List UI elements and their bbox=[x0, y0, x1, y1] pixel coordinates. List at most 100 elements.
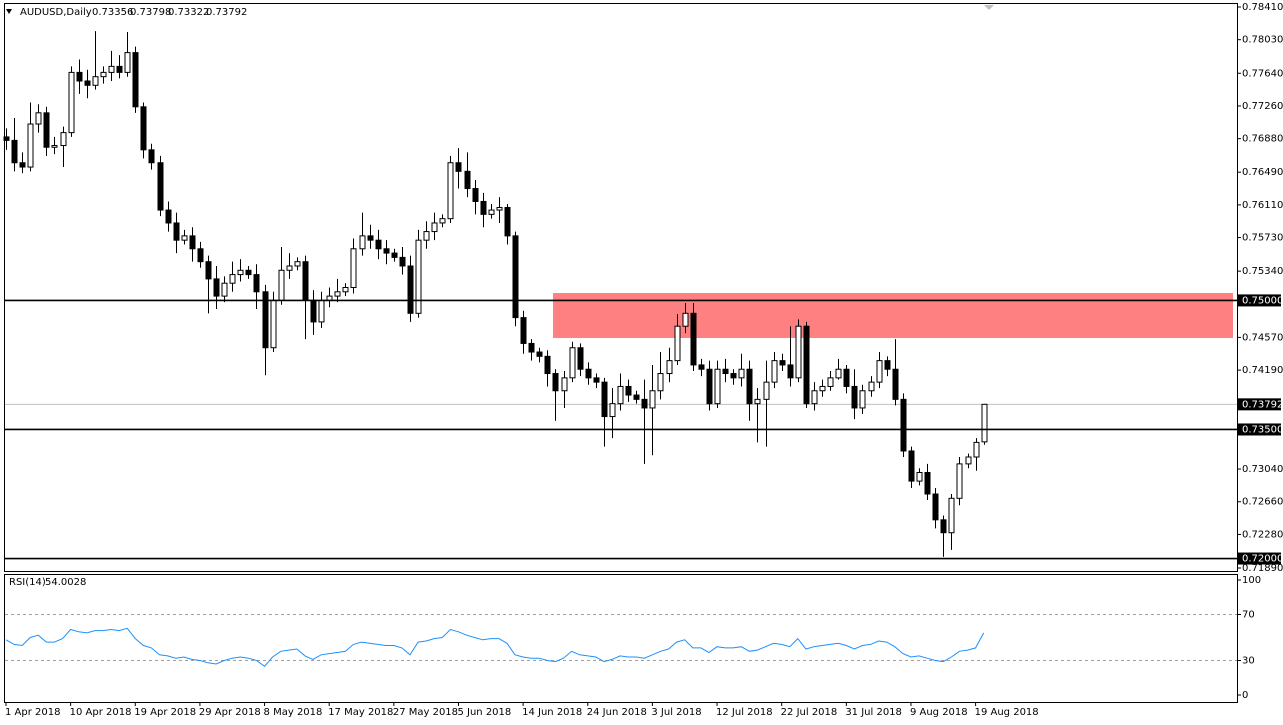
candle-body bbox=[286, 265, 293, 271]
y-tick-label: 0.76110 bbox=[1242, 200, 1283, 211]
candle-body bbox=[447, 162, 454, 220]
candle-body bbox=[835, 368, 842, 379]
candle-body bbox=[439, 218, 446, 224]
candle-body bbox=[714, 368, 721, 405]
candle-body bbox=[51, 145, 58, 148]
level-label-box bbox=[1238, 552, 1281, 565]
candle-body bbox=[787, 364, 794, 379]
x-tick-label: 19 Apr 2018 bbox=[134, 707, 196, 718]
candle-body bbox=[423, 231, 430, 241]
candle-body bbox=[342, 287, 349, 293]
candle-body bbox=[569, 347, 576, 379]
candle-body bbox=[375, 239, 382, 250]
candle-body bbox=[965, 456, 972, 465]
candle-body bbox=[124, 52, 131, 73]
candle-body bbox=[415, 239, 422, 314]
candle-body bbox=[132, 52, 139, 108]
open-value: 0.73356 bbox=[92, 7, 133, 18]
y-tick-label: 0.77640 bbox=[1242, 68, 1283, 79]
y-tick-label: 0.72280 bbox=[1242, 529, 1283, 540]
candle-body bbox=[278, 269, 285, 301]
candle-body bbox=[100, 71, 107, 78]
candle-body bbox=[674, 325, 681, 362]
candle-body bbox=[157, 162, 164, 211]
level-label-box bbox=[1238, 423, 1281, 436]
candle-body bbox=[237, 269, 244, 276]
x-tick-label: 1 Apr 2018 bbox=[5, 707, 60, 718]
main-frame bbox=[4, 3, 1238, 572]
candle-body bbox=[504, 206, 511, 237]
candle-body bbox=[940, 519, 947, 534]
candle-body bbox=[763, 381, 770, 400]
candle-body bbox=[60, 132, 67, 147]
y-tick-label: 0.78410 bbox=[1242, 2, 1283, 13]
candle-body bbox=[641, 398, 648, 409]
candle-body bbox=[754, 398, 761, 405]
high-value: 0.73798 bbox=[130, 7, 171, 18]
candle-body bbox=[795, 325, 802, 379]
candle-body bbox=[108, 65, 115, 73]
candle-body bbox=[666, 360, 673, 375]
candle-body bbox=[561, 377, 568, 392]
candle-body bbox=[811, 390, 818, 405]
candle-body bbox=[577, 347, 584, 370]
candle-body bbox=[189, 235, 196, 250]
candle-body bbox=[552, 373, 559, 392]
candle-body bbox=[932, 493, 939, 521]
x-tick-label: 12 Jul 2018 bbox=[716, 707, 773, 718]
candle-body bbox=[43, 112, 50, 148]
candle-body bbox=[221, 282, 228, 297]
level-label-box bbox=[1238, 294, 1281, 307]
candle-body bbox=[706, 368, 713, 405]
candle-body bbox=[181, 235, 188, 241]
candle-body bbox=[213, 278, 220, 297]
low-value: 0.73322 bbox=[168, 7, 209, 18]
y-tick-label: 0.72660 bbox=[1242, 497, 1283, 508]
candle-body bbox=[245, 269, 252, 276]
candle-body bbox=[407, 265, 414, 314]
y-tick-label: 0.77260 bbox=[1242, 101, 1283, 112]
x-tick-label: 24 Jun 2018 bbox=[587, 707, 647, 718]
candle-body bbox=[3, 136, 10, 141]
candle-body bbox=[649, 390, 656, 409]
rsi-tick-label: 0 bbox=[1242, 690, 1248, 701]
candle-body bbox=[859, 390, 866, 409]
candle-body bbox=[512, 235, 519, 319]
candle-body bbox=[27, 123, 34, 168]
candle-body bbox=[318, 299, 325, 323]
rsi-tick-label: 70 bbox=[1242, 610, 1255, 621]
candle-body bbox=[464, 170, 471, 190]
candle-body bbox=[843, 368, 850, 387]
x-tick-label: 10 Apr 2018 bbox=[70, 707, 132, 718]
candle-body bbox=[730, 373, 737, 379]
candle-body bbox=[609, 403, 616, 418]
candle-body bbox=[916, 471, 923, 482]
rsi-value: 54.0028 bbox=[45, 577, 86, 588]
rsi-tick-label: 100 bbox=[1242, 575, 1261, 586]
y-tick-label: 0.71890 bbox=[1242, 563, 1283, 574]
candle-body bbox=[698, 364, 705, 370]
candle-body bbox=[633, 394, 640, 400]
candle-body bbox=[35, 112, 42, 125]
candle-body bbox=[690, 312, 697, 366]
y-tick-label: 0.76490 bbox=[1242, 167, 1283, 178]
menu-arrow[interactable] bbox=[6, 9, 12, 14]
shift-marker bbox=[984, 5, 994, 10]
candle-body bbox=[819, 385, 826, 392]
x-tick-label: 29 Apr 2018 bbox=[199, 707, 261, 718]
candle-body bbox=[140, 106, 147, 151]
candle-body bbox=[803, 325, 810, 405]
candle-body bbox=[431, 222, 438, 233]
candle-body bbox=[148, 149, 155, 164]
candle-body bbox=[827, 377, 834, 387]
candle-body bbox=[383, 248, 390, 254]
x-tick-label: 22 Jul 2018 bbox=[781, 707, 838, 718]
candle-body bbox=[779, 360, 786, 366]
candle-body bbox=[173, 222, 180, 241]
candle-body bbox=[399, 256, 406, 267]
y-tick-label: 0.76880 bbox=[1242, 134, 1283, 145]
candle-body bbox=[544, 355, 551, 375]
y-tick-label: 0.75730 bbox=[1242, 233, 1283, 244]
level-label: 0.73500 bbox=[1242, 424, 1283, 435]
